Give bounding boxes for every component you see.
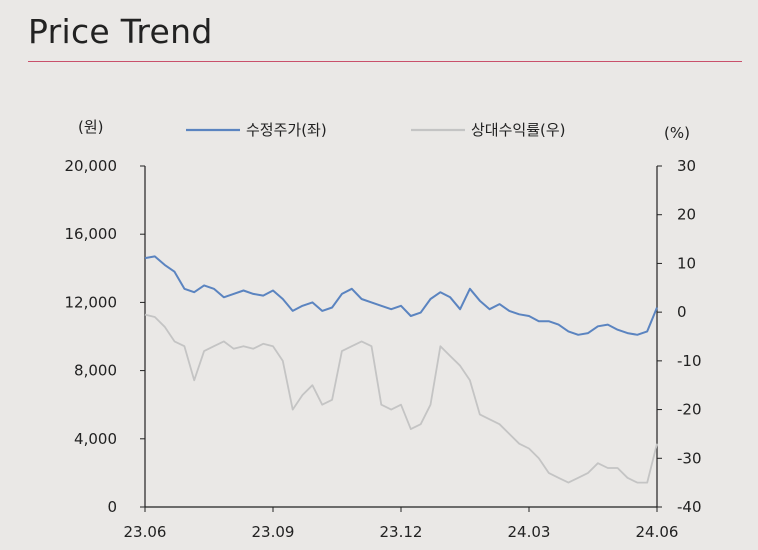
left-axis-tick-label: 12,000 bbox=[65, 293, 118, 311]
x-axis-tick-label: 23.09 bbox=[252, 523, 295, 541]
x-axis-tick-label: 24.06 bbox=[636, 523, 679, 541]
series-line-relative-return bbox=[144, 313, 658, 484]
x-axis-tick-label: 23.12 bbox=[380, 523, 423, 541]
legend-label-price: 수정주가(좌) bbox=[246, 121, 327, 139]
right-axis-tick-label: -30 bbox=[677, 449, 702, 467]
right-axis-tick-label: 30 bbox=[677, 157, 696, 175]
x-axis-tick-label: 24.03 bbox=[508, 523, 551, 541]
right-axis-tick-label: -40 bbox=[677, 498, 702, 516]
left-axis-tick-label: 0 bbox=[107, 498, 117, 516]
page-title: Price Trend bbox=[28, 12, 213, 51]
left-axis-tick-label: 20,000 bbox=[65, 157, 118, 175]
legend: 수정주가(좌) 상대수익률(우) bbox=[186, 121, 566, 139]
right-axis-unit: (%) bbox=[664, 124, 690, 142]
x-axis-tick-label: 23.06 bbox=[124, 523, 167, 541]
right-axis-tick-label: 10 bbox=[677, 254, 696, 272]
right-axis-tick-label: -10 bbox=[677, 352, 702, 370]
right-axis-tick-label: -20 bbox=[677, 401, 702, 419]
left-axis-unit: (원) bbox=[78, 118, 104, 136]
series-line-adjusted-price bbox=[144, 255, 658, 336]
title-divider bbox=[28, 61, 742, 62]
left-axis-tick-label: 16,000 bbox=[65, 225, 118, 243]
left-axis-tick-label: 4,000 bbox=[74, 430, 117, 448]
left-axis-tick-label: 8,000 bbox=[74, 362, 117, 380]
right-axis-tick-label: 0 bbox=[677, 303, 687, 321]
right-axis-tick-label: 20 bbox=[677, 206, 696, 224]
legend-label-relative: 상대수익률(우) bbox=[471, 121, 566, 139]
